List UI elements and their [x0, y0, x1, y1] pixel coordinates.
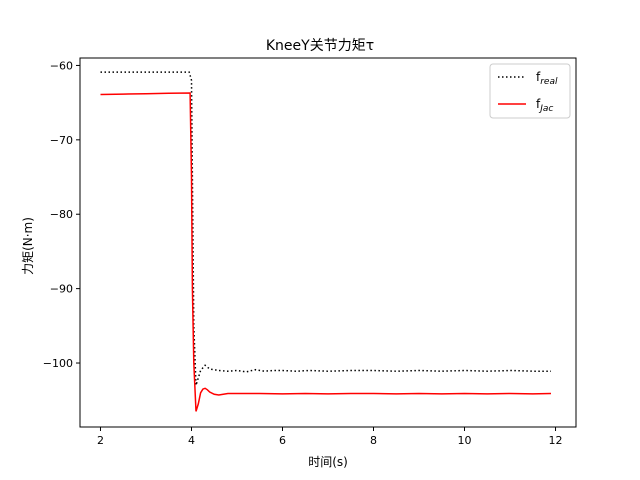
plot-frame [79, 57, 577, 428]
x-tick-label: 6 [279, 434, 286, 447]
axes: 2 4 6 8 10 12 −60 −70 −80 −90 −100 [43, 57, 577, 447]
y-tick-label: −90 [50, 283, 73, 296]
y-tick-label: −60 [50, 59, 73, 72]
y-tick-label: −70 [50, 134, 73, 147]
x-tick-label: 2 [97, 434, 104, 447]
x-axis-label: 时间(s) [308, 455, 348, 469]
x-tick-label: 8 [370, 434, 377, 447]
plot-area [100, 71, 552, 412]
x-tick-label: 4 [188, 434, 195, 447]
x-tick-label: 12 [549, 434, 563, 447]
legend-box [489, 63, 571, 119]
x-tick-label: 10 [458, 434, 472, 447]
legend: freal fJac [489, 63, 571, 119]
y-tick-label: −80 [50, 208, 73, 221]
y-tick-label: −100 [43, 357, 73, 370]
series-line-2 [100, 92, 552, 412]
chart-title: KneeY关节力矩τ [266, 38, 374, 54]
y-axis-label: 力矩(N·m) [21, 217, 35, 275]
legend-label-2: fJac [536, 97, 553, 114]
series-line-1 [100, 71, 551, 386]
legend-label-1: freal [536, 70, 558, 87]
